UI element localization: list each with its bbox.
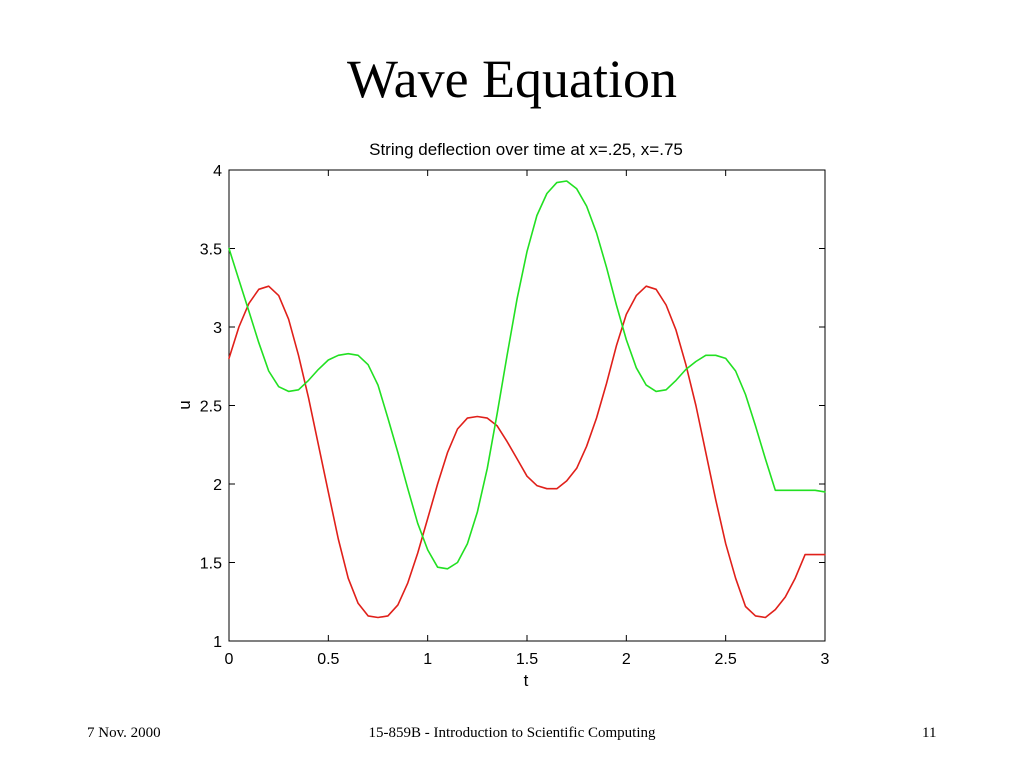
y-axis-ticks: 1 1.5 2 2.5 3 3.5 4: [200, 163, 825, 651]
y-tick-label: 1: [213, 634, 222, 651]
series-line-green: [228, 180, 826, 570]
slide-title: Wave Equation: [346, 49, 678, 109]
y-axis-label: u: [175, 400, 194, 409]
x-tick-label: 2.5: [715, 651, 737, 668]
y-tick-label: 1.5: [200, 556, 222, 573]
x-tick-label: 0: [225, 651, 234, 668]
x-axis-ticks: 0 0.5 1 1.5 2 2.5 3: [225, 170, 830, 668]
y-tick-label: 4: [213, 163, 222, 180]
x-axis-label: t: [524, 671, 529, 690]
x-tick-label: 2: [622, 651, 631, 668]
y-tick-label: 2: [213, 477, 222, 494]
y-tick-label: 3: [213, 320, 222, 337]
y-tick-label: 2.5: [200, 399, 222, 416]
x-tick-label: 1.5: [516, 651, 538, 668]
x-tick-label: 0.5: [317, 651, 339, 668]
series-lines: [228, 180, 826, 619]
x-tick-label: 1: [423, 651, 432, 668]
series-line-red: [228, 285, 826, 619]
footer-date: 7 Nov. 2000: [87, 725, 161, 741]
x-tick-label: 3: [821, 651, 830, 668]
y-tick-label: 3.5: [200, 242, 222, 259]
plot-frame: [228, 169, 826, 642]
chart-title: String deflection over time at x=.25, x=…: [369, 140, 683, 159]
footer-page-number: 11: [922, 725, 937, 741]
footer-course: 15-859B - Introduction to Scientific Com…: [368, 725, 656, 741]
